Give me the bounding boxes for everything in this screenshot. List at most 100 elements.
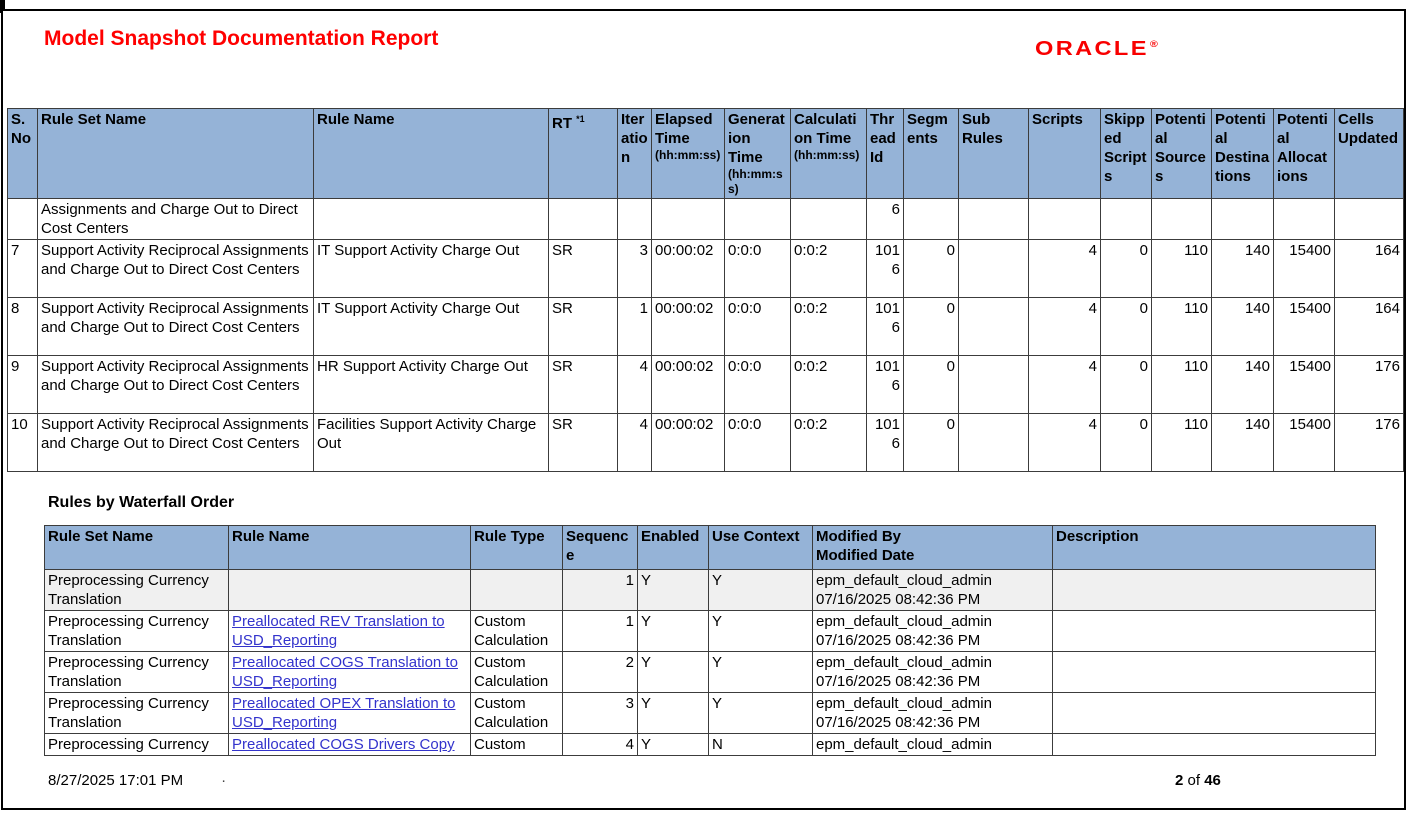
column-header-label: Potential Allocations bbox=[1277, 111, 1328, 185]
cell bbox=[313, 198, 549, 240]
cell bbox=[1100, 198, 1152, 240]
modified-by: epm_default_cloud_admin bbox=[816, 654, 992, 671]
oracle-logo-text: ORACLE bbox=[1035, 38, 1149, 60]
footnote-marker: *1 bbox=[576, 114, 585, 124]
cell: 00:00:02 bbox=[651, 413, 725, 472]
cell: Support Activity Reciprocal Assignments … bbox=[37, 413, 314, 472]
col-description: Description bbox=[1052, 525, 1376, 570]
unit-label: (hh:mm:ss) bbox=[728, 167, 783, 196]
cell: Custom bbox=[470, 733, 563, 756]
rule-link[interactable]: Preallocated COGS Drivers Copy bbox=[232, 736, 455, 753]
cell: Preprocessing Currency Translation bbox=[44, 569, 229, 611]
cell: epm_default_cloud_admin 07/16/2025 08:42:… bbox=[812, 610, 1053, 652]
column-header-label: Rule Set Name bbox=[41, 111, 147, 128]
rule-link[interactable]: Preallocated OPEX Translation to USD_Rep… bbox=[232, 695, 456, 731]
column-header-label: S. No bbox=[11, 111, 31, 147]
cell: 4 bbox=[562, 733, 638, 756]
col-calculation-time: Calculation Time (hh:mm:ss) bbox=[790, 108, 867, 199]
cell: Preprocessing Currency bbox=[44, 733, 229, 756]
cell: 140 bbox=[1211, 297, 1274, 356]
col-use-context: Use Context bbox=[708, 525, 813, 570]
cell: 1 bbox=[617, 297, 652, 356]
cell bbox=[790, 198, 867, 240]
column-header-label: Calculation Time bbox=[794, 111, 857, 147]
unit-label: (hh:mm:ss) bbox=[655, 148, 721, 162]
cell: 0:0:0 bbox=[724, 355, 791, 414]
report-datetime: 8/27/2025 17:01 PM bbox=[48, 772, 184, 789]
column-header-label: Generation Time bbox=[728, 111, 785, 166]
col-rule-name: Rule Name bbox=[228, 525, 471, 570]
cell: 3 bbox=[617, 239, 652, 298]
footer-timestamp: 8/27/2025 17:01 PM · bbox=[48, 772, 226, 789]
cell: 4 bbox=[617, 413, 652, 472]
column-header-label: Modified Date bbox=[816, 547, 915, 564]
cell: Facilities Support Activity Charge Out bbox=[313, 413, 549, 472]
cell: Y bbox=[637, 692, 709, 734]
header-row: S. No Rule Set Name Rule Name RT *1 Iter… bbox=[7, 108, 1404, 199]
cell: 1016 bbox=[866, 355, 904, 414]
col-iteration: Iteration bbox=[617, 108, 652, 199]
column-header-label: Rule Name bbox=[317, 111, 395, 128]
cell: Y bbox=[708, 651, 813, 693]
cell: 7 bbox=[7, 239, 38, 298]
cell: 15400 bbox=[1273, 239, 1335, 298]
modified-date: 07/16/2025 08:42:36 PM bbox=[816, 632, 981, 649]
cell: 9 bbox=[7, 355, 38, 414]
column-header-label: Rule Set Name bbox=[48, 528, 154, 545]
cell: epm_default_cloud_admin 07/16/2025 08:42:… bbox=[812, 692, 1053, 734]
cell: N bbox=[708, 733, 813, 756]
cell: 6 bbox=[866, 198, 904, 240]
cell bbox=[1052, 569, 1376, 611]
cell: 0:0:0 bbox=[724, 239, 791, 298]
cell: 140 bbox=[1211, 239, 1274, 298]
cell: Y bbox=[708, 692, 813, 734]
column-header-label: RT bbox=[552, 115, 572, 132]
footer-page-indicator: 2 of 46 bbox=[1175, 772, 1221, 789]
cell: Y bbox=[708, 610, 813, 652]
cell bbox=[958, 198, 1029, 240]
column-header-label: Skipped Scripts bbox=[1104, 111, 1147, 185]
cell: 4 bbox=[1028, 239, 1101, 298]
cell: 164 bbox=[1334, 239, 1404, 298]
table-row: Preprocessing Currency Translation 1 Y Y… bbox=[44, 569, 1376, 611]
rule-link[interactable]: Preallocated REV Translation to USD_Repo… bbox=[232, 613, 445, 649]
cell: 8 bbox=[7, 297, 38, 356]
column-header-label: Enabled bbox=[641, 528, 700, 545]
cell: Preprocessing Currency Translation bbox=[44, 692, 229, 734]
cell: 110 bbox=[1151, 239, 1212, 298]
cell bbox=[958, 297, 1029, 356]
cell: Preallocated COGS Drivers Copy bbox=[228, 733, 471, 756]
col-segments: Segments bbox=[903, 108, 959, 199]
table-row: 10 Support Activity Reciprocal Assignmen… bbox=[7, 413, 1404, 472]
cell: epm_default_cloud_admin 07/16/2025 08:42:… bbox=[812, 569, 1053, 611]
cell: 10 bbox=[7, 413, 38, 472]
column-header-label: Rule Type bbox=[474, 528, 545, 545]
cell: Support Activity Reciprocal Assignments … bbox=[37, 355, 314, 414]
col-rule-type: Rule Type bbox=[470, 525, 563, 570]
total-page-count: 46 bbox=[1204, 772, 1221, 789]
column-header-label: Thread Id bbox=[870, 111, 896, 166]
cell: 0 bbox=[1100, 239, 1152, 298]
cell: SR bbox=[548, 297, 618, 356]
col-modified: Modified By Modified Date bbox=[812, 525, 1053, 570]
col-rule-set-name: Rule Set Name bbox=[44, 525, 229, 570]
report-page: Model Snapshot Documentation Report ORAC… bbox=[1, 9, 1406, 810]
column-header-label: Potential Sources bbox=[1155, 111, 1206, 185]
cell: 0:0:0 bbox=[724, 413, 791, 472]
table-row: Preprocessing Currency Translation Preal… bbox=[44, 692, 1376, 734]
col-scripts: Scripts bbox=[1028, 108, 1101, 199]
section-heading-waterfall: Rules by Waterfall Order bbox=[48, 494, 235, 511]
cell bbox=[548, 198, 618, 240]
cell: Custom Calculation bbox=[470, 610, 563, 652]
cell: 1 bbox=[562, 569, 638, 611]
cell bbox=[903, 198, 959, 240]
cell: 00:00:02 bbox=[651, 239, 725, 298]
cell bbox=[724, 198, 791, 240]
col-potential-allocations: Potential Allocations bbox=[1273, 108, 1335, 199]
cell: Preprocessing Currency Translation bbox=[44, 610, 229, 652]
rule-link[interactable]: Preallocated COGS Translation to USD_Rep… bbox=[232, 654, 458, 690]
cell: Custom Calculation bbox=[470, 651, 563, 693]
column-header-label: Sub Rules bbox=[962, 111, 1003, 147]
table-row: 8 Support Activity Reciprocal Assignment… bbox=[7, 297, 1404, 356]
cell bbox=[1052, 692, 1376, 734]
